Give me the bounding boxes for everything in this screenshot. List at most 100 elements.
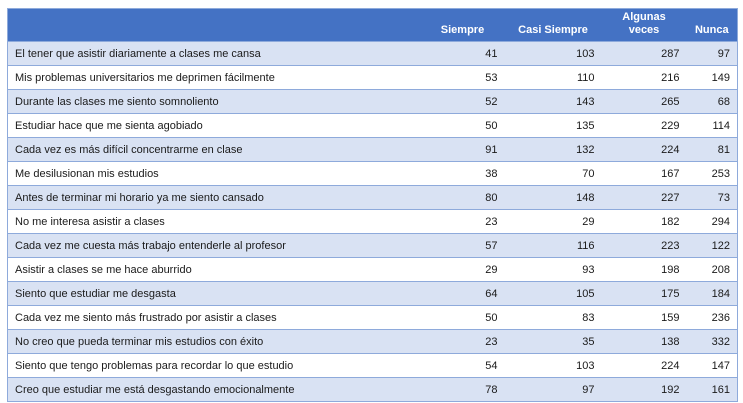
cell-value: 97 xyxy=(686,41,738,66)
cell-value: 97 xyxy=(504,377,602,402)
cell-value: 192 xyxy=(601,377,687,402)
cell-value: 216 xyxy=(601,65,687,90)
row-label: Creo que estudiar me está desgastando em… xyxy=(7,377,421,402)
cell-value: 54 xyxy=(420,353,505,378)
cell-value: 223 xyxy=(601,233,687,258)
table-row: Creo que estudiar me está desgastando em… xyxy=(7,377,738,402)
row-label: Siento que tengo problemas para recordar… xyxy=(7,353,421,378)
table-row: Asistir a clases se me hace aburrido 29 93… xyxy=(7,257,738,282)
survey-frequency-table: Siempre Casi Siempre Algunas veces Nunca… xyxy=(7,8,738,402)
row-label: Cada vez me siento más frustrado por asi… xyxy=(7,305,421,330)
table-row: Mis problemas universitarios me deprimen… xyxy=(7,65,738,90)
cell-value: 224 xyxy=(601,137,687,162)
cell-value: 103 xyxy=(504,41,602,66)
cell-value: 175 xyxy=(601,281,687,306)
table-row: Antes de terminar mi horario ya me sient… xyxy=(7,185,738,210)
cell-value: 287 xyxy=(601,41,687,66)
table-row: Siento que estudiar me desgasta 64 105 175 1… xyxy=(7,281,738,306)
table-row: Cada vez me siento más frustrado por asi… xyxy=(7,305,738,330)
cell-value: 35 xyxy=(504,329,602,354)
table-row: Estudiar hace que me sienta agobiado 50 13… xyxy=(7,113,738,138)
cell-value: 167 xyxy=(601,161,687,186)
cell-value: 52 xyxy=(420,89,505,114)
cell-value: 332 xyxy=(686,329,738,354)
cell-value: 64 xyxy=(420,281,505,306)
cell-value: 68 xyxy=(686,89,738,114)
cell-value: 105 xyxy=(504,281,602,306)
col-header-question xyxy=(7,8,421,42)
row-label: Me desilusionan mis estudios xyxy=(7,161,421,186)
table-header: Siempre Casi Siempre Algunas veces Nunca xyxy=(7,8,738,42)
cell-value: 110 xyxy=(504,65,602,90)
col-header-siempre: Siempre xyxy=(420,8,505,42)
table-row: Cada vez me cuesta más trabajo entenderl… xyxy=(7,233,738,258)
table-row: El tener que asistir diariamente a clase… xyxy=(7,41,738,66)
cell-value: 23 xyxy=(420,209,505,234)
cell-value: 29 xyxy=(504,209,602,234)
row-label: Antes de terminar mi horario ya me sient… xyxy=(7,185,421,210)
row-label: Cada vez me cuesta más trabajo entenderl… xyxy=(7,233,421,258)
cell-value: 114 xyxy=(686,113,738,138)
cell-value: 143 xyxy=(504,89,602,114)
row-label: Estudiar hace que me sienta agobiado xyxy=(7,113,421,138)
cell-value: 73 xyxy=(686,185,738,210)
cell-value: 50 xyxy=(420,113,505,138)
cell-value: 253 xyxy=(686,161,738,186)
col-header-casi-siempre: Casi Siempre xyxy=(504,8,602,42)
cell-value: 41 xyxy=(420,41,505,66)
survey-frequency-table-container: Siempre Casi Siempre Algunas veces Nunca… xyxy=(7,8,738,402)
col-header-algunas-veces: Algunas veces xyxy=(601,8,687,42)
col-header-nunca: Nunca xyxy=(686,8,738,42)
row-label: No creo que pueda terminar mis estudios … xyxy=(7,329,421,354)
cell-value: 70 xyxy=(504,161,602,186)
table-body: El tener que asistir diariamente a clase… xyxy=(7,41,738,402)
cell-value: 122 xyxy=(686,233,738,258)
cell-value: 38 xyxy=(420,161,505,186)
row-label: Cada vez es más difícil concentrarme en … xyxy=(7,137,421,162)
row-label: Asistir a clases se me hace aburrido xyxy=(7,257,421,282)
header-row: Siempre Casi Siempre Algunas veces Nunca xyxy=(7,8,738,42)
cell-value: 138 xyxy=(601,329,687,354)
table-row: No creo que pueda terminar mis estudios … xyxy=(7,329,738,354)
cell-value: 148 xyxy=(504,185,602,210)
cell-value: 208 xyxy=(686,257,738,282)
cell-value: 23 xyxy=(420,329,505,354)
cell-value: 132 xyxy=(504,137,602,162)
cell-value: 103 xyxy=(504,353,602,378)
cell-value: 198 xyxy=(601,257,687,282)
cell-value: 116 xyxy=(504,233,602,258)
cell-value: 229 xyxy=(601,113,687,138)
cell-value: 161 xyxy=(686,377,738,402)
cell-value: 57 xyxy=(420,233,505,258)
table-row: Durante las clases me siento somnoliento… xyxy=(7,89,738,114)
cell-value: 50 xyxy=(420,305,505,330)
cell-value: 265 xyxy=(601,89,687,114)
cell-value: 135 xyxy=(504,113,602,138)
table-row: No me interesa asistir a clases 23 29 182 29… xyxy=(7,209,738,234)
cell-value: 147 xyxy=(686,353,738,378)
cell-value: 149 xyxy=(686,65,738,90)
row-label: Siento que estudiar me desgasta xyxy=(7,281,421,306)
cell-value: 159 xyxy=(601,305,687,330)
cell-value: 236 xyxy=(686,305,738,330)
row-label: Mis problemas universitarios me deprimen… xyxy=(7,65,421,90)
cell-value: 182 xyxy=(601,209,687,234)
cell-value: 83 xyxy=(504,305,602,330)
cell-value: 53 xyxy=(420,65,505,90)
table-row: Siento que tengo problemas para recordar… xyxy=(7,353,738,378)
table-row: Me desilusionan mis estudios 38 70 167 253 xyxy=(7,161,738,186)
row-label: El tener que asistir diariamente a clase… xyxy=(7,41,421,66)
cell-value: 294 xyxy=(686,209,738,234)
row-label: No me interesa asistir a clases xyxy=(7,209,421,234)
cell-value: 93 xyxy=(504,257,602,282)
cell-value: 29 xyxy=(420,257,505,282)
row-label: Durante las clases me siento somnoliento xyxy=(7,89,421,114)
cell-value: 227 xyxy=(601,185,687,210)
cell-value: 184 xyxy=(686,281,738,306)
cell-value: 224 xyxy=(601,353,687,378)
cell-value: 91 xyxy=(420,137,505,162)
table-row: Cada vez es más difícil concentrarme en … xyxy=(7,137,738,162)
cell-value: 78 xyxy=(420,377,505,402)
cell-value: 81 xyxy=(686,137,738,162)
cell-value: 80 xyxy=(420,185,505,210)
